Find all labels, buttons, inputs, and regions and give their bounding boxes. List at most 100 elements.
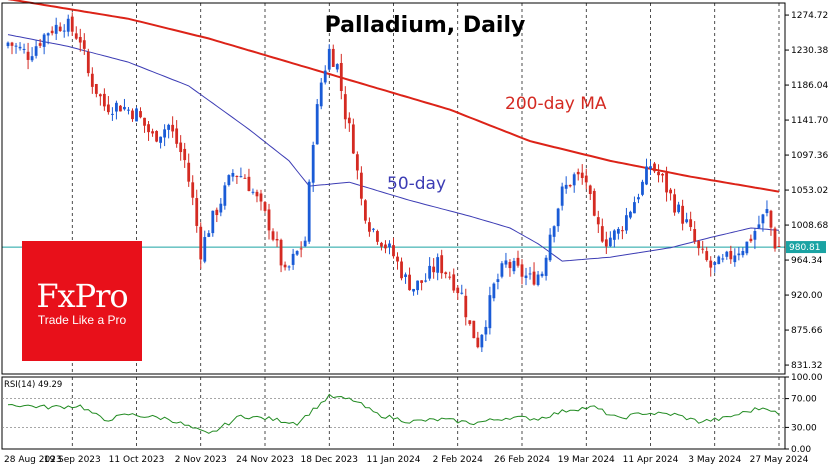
candle-body [661,173,664,176]
candle-body [323,70,327,83]
price-tick-label: 1141.70 [791,116,828,126]
date-tick-label: 3 May 2024 [688,455,741,465]
candle-body [673,194,676,213]
candle-body [239,176,243,178]
candle-body [50,30,54,34]
candle-body [625,215,628,231]
candle-body [347,117,351,124]
candle-body [388,243,391,248]
candle-body [163,129,167,138]
candle-body [428,265,432,279]
ma50-annotation: 50-day [387,174,446,194]
candle-body [227,175,231,185]
price-tick-label: 875.66 [791,326,823,336]
price-tick-label: 964.34 [791,256,823,266]
candle-body [384,244,387,249]
date-tick-label: 2 Feb 2024 [433,455,484,465]
candle-body [629,211,632,218]
candle-body [721,258,725,260]
candle-body [243,177,247,179]
candle-body [552,226,556,237]
candle-body [106,104,110,113]
candle-body [681,205,685,224]
candle-body [363,200,367,221]
candle-body [584,175,588,183]
candle-body [580,172,584,178]
candle-body [693,229,697,242]
price-tick-label: 920.00 [791,291,823,301]
candle-body [115,102,118,112]
candle-body [30,56,34,61]
candle-body [18,46,22,49]
date-tick-label: 19 Mar 2024 [558,455,615,465]
ma200-annotation: 200-day MA [505,94,607,114]
candle-body [576,171,580,175]
candle-body [102,93,106,107]
candle-body [372,228,375,230]
candle-body [167,124,171,130]
candle-body [616,228,620,234]
date-tick-label: 2 Nov 2023 [175,455,227,465]
candle-body [737,253,741,256]
candle-body [295,251,299,255]
candle-body [556,208,560,227]
candle-body [368,222,371,232]
candle-body [588,185,592,194]
candle-body [259,193,263,202]
date-tick-label: 11 Apr 2024 [623,455,679,465]
candle-body [432,266,436,273]
candle-body [713,262,717,265]
current-price-box [786,241,826,254]
fxpro-logo: FxPro Trade Like a Pro [22,241,142,361]
candle-body [38,43,42,46]
candle-body [14,45,18,47]
candle-body [476,337,480,348]
candle-body [159,136,162,143]
price-tick-label: 1186.04 [791,81,828,91]
candle-body [191,182,195,198]
candle-body [468,320,472,324]
candle-body [283,264,287,268]
price-plot-frame [1,2,786,375]
date-tick-label: 11 Oct 2023 [109,455,165,465]
candle-body [480,334,484,348]
candle-body [171,124,175,132]
candle-body [90,73,94,87]
candle-body [279,239,283,266]
candle-body [299,248,303,250]
candle-body [464,295,468,318]
candle-body [733,255,737,263]
candle-body [380,242,383,247]
current-price-label: 980.81 [789,243,821,253]
candle-body [66,18,70,32]
candle-body [131,110,134,120]
candle-body [484,326,488,335]
candle-body [604,239,608,247]
candle-body [311,144,315,183]
candle-body [717,256,721,265]
candle-body [528,273,532,275]
candle-body [741,250,745,256]
candle-body [424,280,428,282]
candle-body [335,64,339,70]
price-tick-label: 1274.72 [791,11,828,21]
candle-body [22,48,26,50]
candle-body [645,166,648,185]
date-tick-label: 19 Sep 2023 [44,455,101,465]
candle-body [392,245,395,257]
candle-body [572,174,576,186]
candle-body [215,209,219,216]
candle-body [98,94,102,97]
candle-body [512,260,516,272]
price-tick-label: 1008.68 [791,221,828,231]
candle-body [705,251,709,261]
candle-body [689,219,693,228]
candle-body [400,261,403,279]
candle-body [448,276,452,278]
candle-body [74,33,78,39]
rsi-label: RSI(14) 49.29 [4,380,62,390]
candle-body [263,202,267,211]
candle-body [665,172,668,193]
candle-body [524,275,528,278]
candle-body [199,226,203,260]
